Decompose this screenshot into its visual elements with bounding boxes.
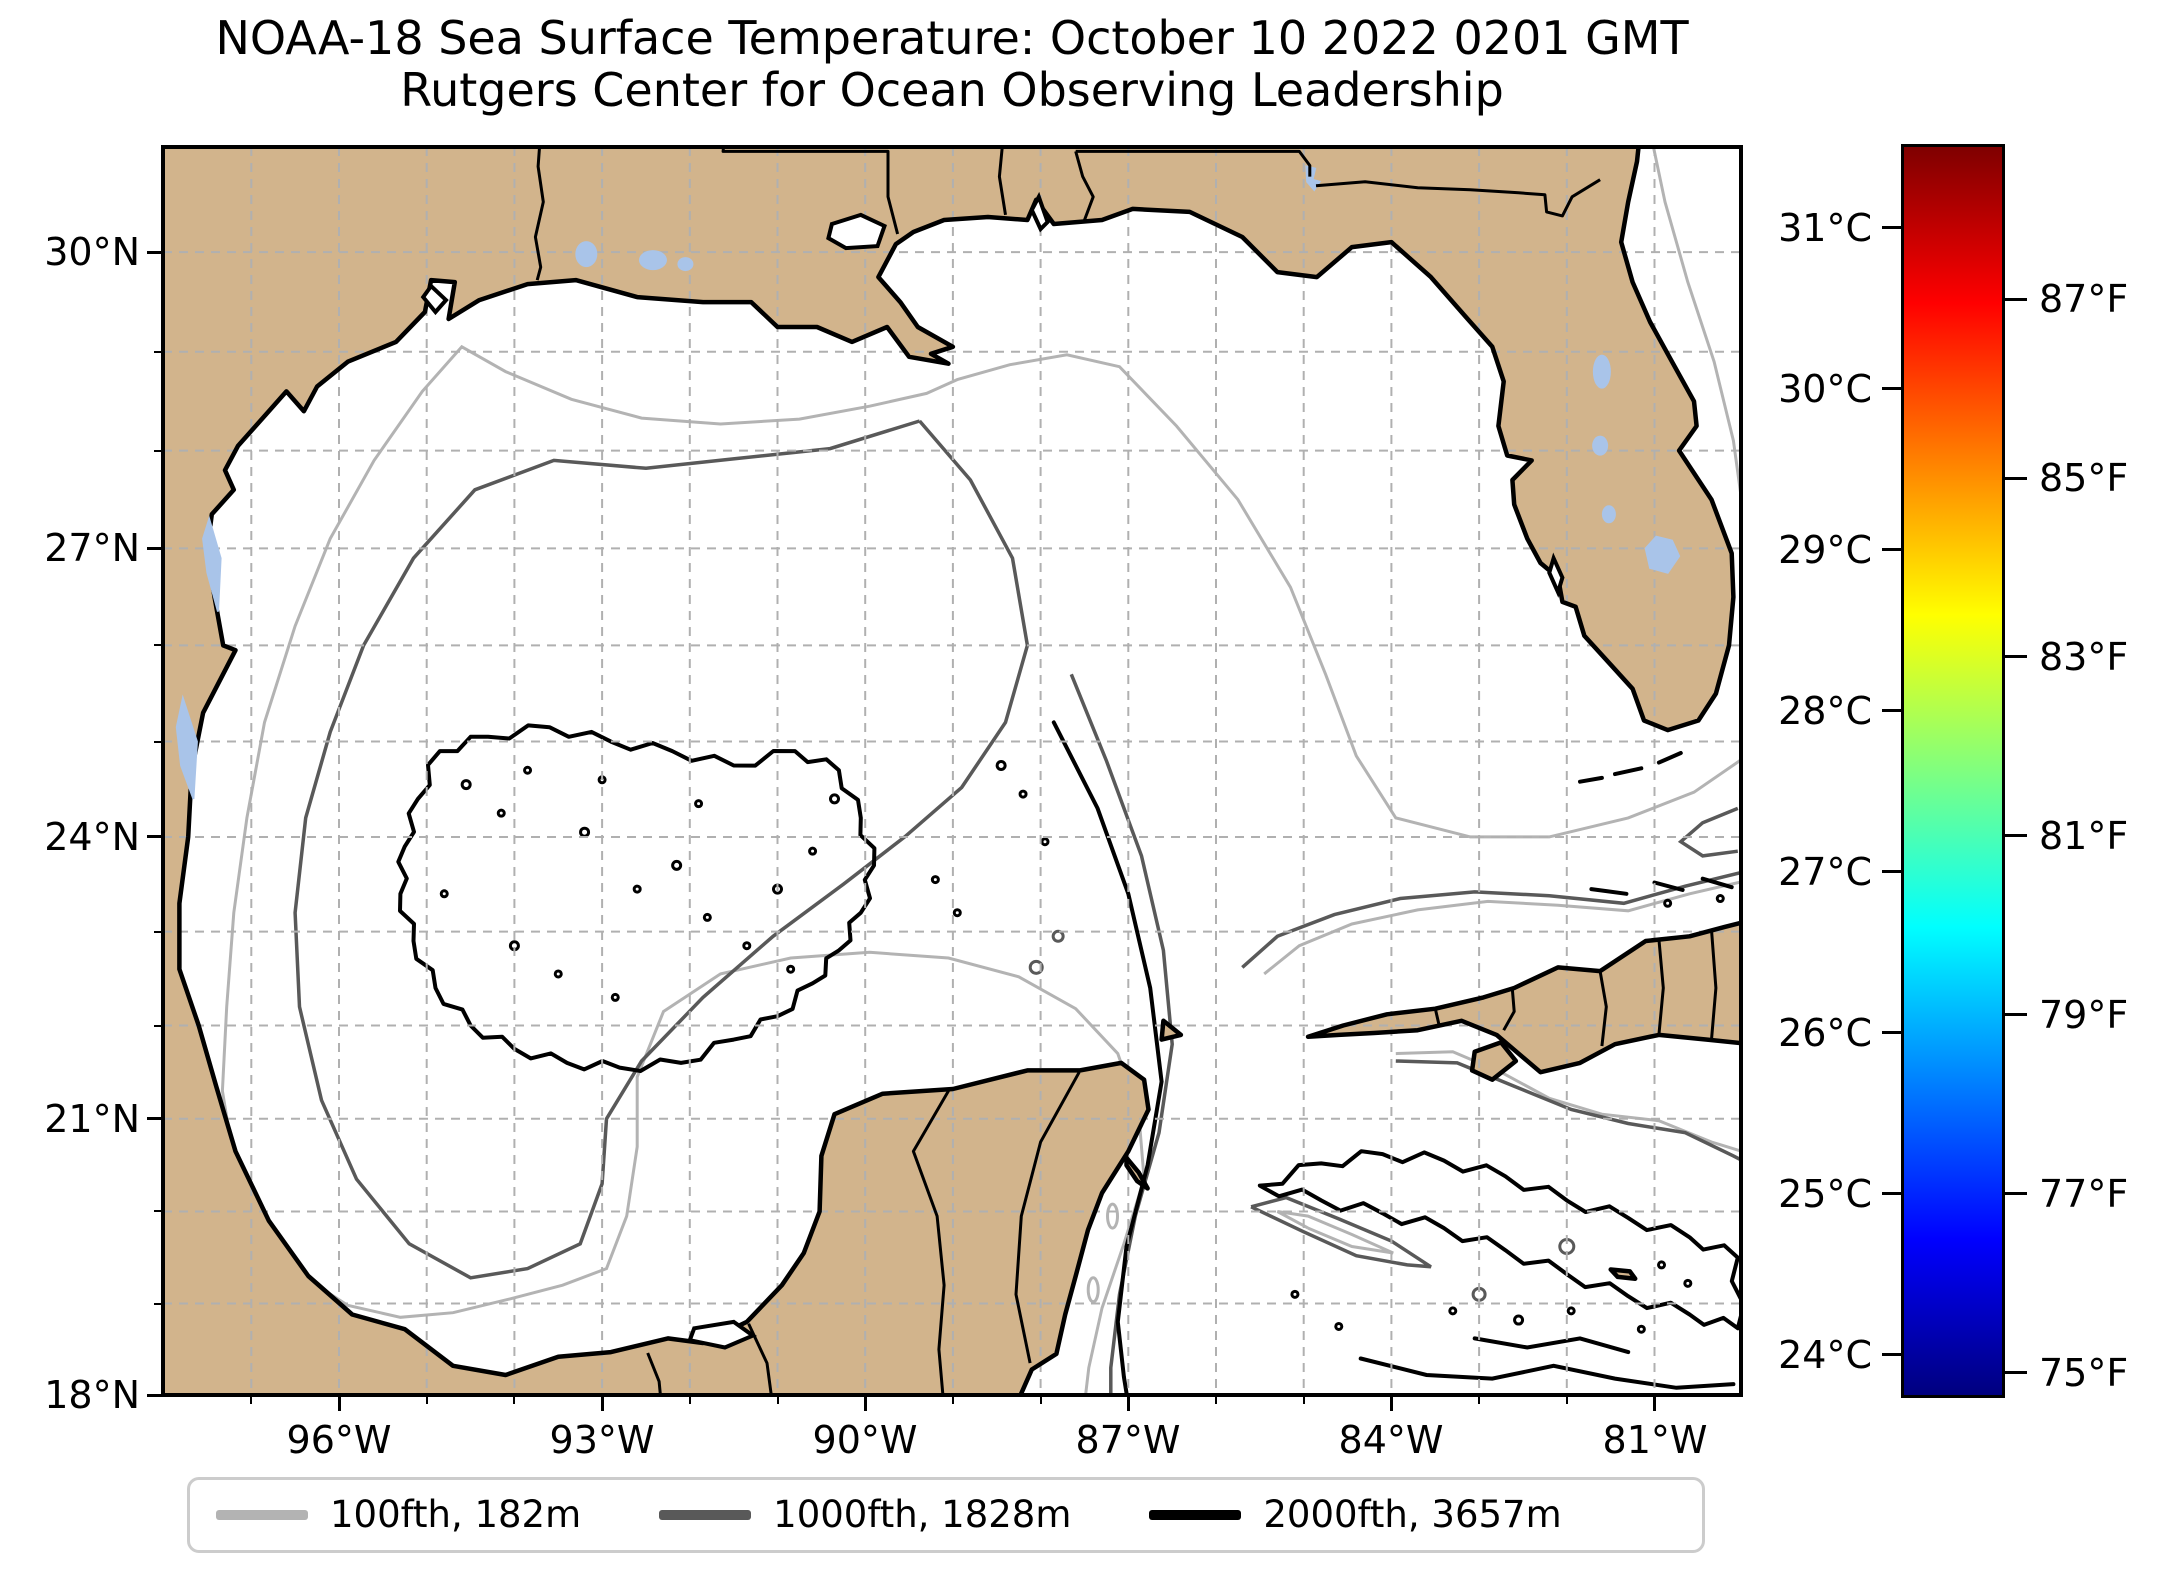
legend-label: 2000fth, 3657m bbox=[1263, 1493, 1562, 1536]
colorbar-celsius-tick bbox=[1882, 1192, 1904, 1195]
y-axis-major-tick bbox=[147, 1394, 163, 1397]
x-axis-minor-tick bbox=[1478, 1395, 1480, 1404]
colorbar-fahrenheit-tick bbox=[2005, 1371, 2027, 1374]
colorbar-fahrenheit-label: 83°F bbox=[2039, 635, 2129, 679]
colorbar-celsius-tick bbox=[1882, 870, 1904, 873]
x-axis-minor-tick bbox=[513, 1395, 515, 1404]
colorbar-celsius-tick bbox=[1882, 387, 1904, 390]
y-axis-major-tick bbox=[147, 547, 163, 550]
x-axis-major-tick bbox=[1390, 1395, 1393, 1411]
y-axis-major-tick bbox=[147, 251, 163, 254]
x-axis-minor-tick bbox=[689, 1395, 691, 1404]
y-axis-tick-label: 21°N bbox=[44, 1097, 140, 1141]
map-title-line2: Rutgers Center for Ocean Observing Leade… bbox=[400, 63, 1504, 117]
legend-label: 100fth, 182m bbox=[330, 1493, 582, 1536]
y-axis-minor-tick bbox=[154, 1210, 163, 1212]
map-layers bbox=[163, 147, 1741, 1395]
y-axis-tick-label: 30°N bbox=[44, 230, 140, 274]
colorbar-celsius-tick bbox=[1882, 709, 1904, 712]
y-axis-major-tick bbox=[147, 835, 163, 838]
colorbar-fahrenheit-label: 75°F bbox=[2039, 1351, 2129, 1395]
sst-colorbar bbox=[1901, 144, 2005, 1398]
colorbar-fahrenheit-tick bbox=[2005, 834, 2027, 837]
x-axis-minor-tick bbox=[1040, 1395, 1042, 1404]
x-axis-minor-tick bbox=[426, 1395, 428, 1404]
x-axis-tick-label: 84°W bbox=[1338, 1418, 1444, 1462]
y-axis-tick-label: 27°N bbox=[44, 526, 140, 570]
legend-line-swatch bbox=[216, 1510, 308, 1520]
colorbar-fahrenheit-label: 81°F bbox=[2039, 814, 2129, 858]
x-axis-tick-label: 96°W bbox=[286, 1418, 392, 1462]
x-axis-tick-label: 87°W bbox=[1075, 1418, 1181, 1462]
colorbar-fahrenheit-label: 87°F bbox=[2039, 277, 2129, 321]
x-axis-major-tick bbox=[1127, 1395, 1130, 1411]
y-axis-minor-tick bbox=[154, 351, 163, 353]
x-axis-tick-label: 81°W bbox=[1602, 1418, 1708, 1462]
colorbar-fahrenheit-tick bbox=[2005, 477, 2027, 480]
colorbar-celsius-tick bbox=[1882, 548, 1904, 551]
legend-item-1: 100fth, 182m bbox=[216, 1495, 581, 1535]
legend-label: 1000fth, 1828m bbox=[773, 1493, 1072, 1536]
legend-item-3: 2000fth, 3657m bbox=[1149, 1493, 1562, 1536]
x-axis-tick-label: 93°W bbox=[549, 1418, 655, 1462]
colorbar-celsius-label: 27°C bbox=[1778, 850, 1872, 894]
colorbar-celsius-label: 26°C bbox=[1778, 1011, 1872, 1055]
colorbar-fahrenheit-label: 85°F bbox=[2039, 456, 2129, 500]
colorbar-celsius-label: 25°C bbox=[1778, 1172, 1872, 1216]
y-axis-minor-tick bbox=[154, 1025, 163, 1027]
y-axis-minor-tick bbox=[154, 931, 163, 933]
y-axis-minor-tick bbox=[154, 1303, 163, 1305]
colorbar-celsius-label: 24°C bbox=[1778, 1333, 1872, 1377]
y-axis-minor-tick bbox=[154, 741, 163, 743]
x-axis-tick-label: 90°W bbox=[812, 1418, 918, 1462]
x-axis-minor-tick bbox=[952, 1395, 954, 1404]
colorbar-fahrenheit-tick bbox=[2005, 1013, 2027, 1016]
x-axis-minor-tick bbox=[250, 1395, 252, 1404]
colorbar-celsius-label: 28°C bbox=[1778, 689, 1872, 733]
colorbar-fahrenheit-tick bbox=[2005, 1192, 2027, 1195]
y-axis-minor-tick bbox=[154, 450, 163, 452]
legend-item-2: 1000fth, 1828m bbox=[659, 1495, 1071, 1535]
map-title-line1: NOAA-18 Sea Surface Temperature: October… bbox=[215, 11, 1689, 65]
x-axis-major-tick bbox=[1653, 1395, 1656, 1411]
x-axis-minor-tick bbox=[1303, 1395, 1305, 1404]
colorbar-fahrenheit-label: 79°F bbox=[2039, 993, 2129, 1037]
colorbar-celsius-tick bbox=[1882, 1031, 1904, 1034]
colorbar-fahrenheit-tick bbox=[2005, 298, 2027, 301]
colorbar-fahrenheit-tick bbox=[2005, 655, 2027, 658]
x-axis-minor-tick bbox=[1566, 1395, 1568, 1404]
x-axis-major-tick bbox=[864, 1395, 867, 1411]
y-axis-minor-tick bbox=[154, 644, 163, 646]
x-axis-minor-tick bbox=[1215, 1395, 1217, 1404]
x-axis-major-tick bbox=[338, 1395, 341, 1411]
colorbar-celsius-label: 29°C bbox=[1778, 528, 1872, 572]
legend-line-swatch bbox=[659, 1510, 752, 1520]
x-axis-minor-tick bbox=[777, 1395, 779, 1404]
x-axis-major-tick bbox=[601, 1395, 604, 1411]
y-axis-tick-label: 24°N bbox=[44, 815, 140, 859]
colorbar-fahrenheit-label: 77°F bbox=[2039, 1172, 2129, 1216]
bathymetry-legend: 100fth, 182m 1000fth, 1828m 2000fth, 3657m bbox=[187, 1477, 1705, 1553]
y-axis-major-tick bbox=[147, 1117, 163, 1120]
colorbar-celsius-label: 31°C bbox=[1778, 206, 1872, 250]
colorbar-celsius-tick bbox=[1882, 1353, 1904, 1356]
colorbar-celsius-tick bbox=[1882, 226, 1904, 229]
colorbar-celsius-label: 30°C bbox=[1778, 367, 1872, 411]
legend-line-swatch bbox=[1149, 1510, 1242, 1520]
y-axis-tick-label: 18°N bbox=[44, 1373, 140, 1417]
